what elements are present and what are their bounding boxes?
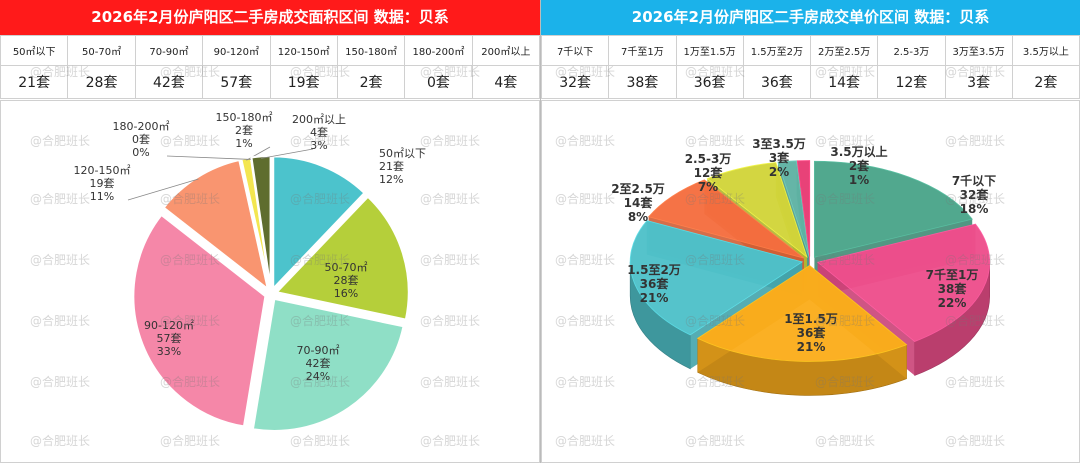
area-table-header-5: 150-180㎡ — [336, 35, 406, 66]
price-table-header-4: 2万至2.5万 — [809, 35, 879, 66]
area-label-6: 180-200㎡ 0套 0% — [113, 120, 170, 159]
area-label-7: 200㎡以上 4套 3% — [292, 113, 346, 152]
area-table-header-7: 200㎡以上 — [471, 35, 541, 66]
area-slice-1 — [274, 195, 410, 321]
price-table-value-1: 38套 — [608, 65, 677, 99]
area-table-value-0: 21套 — [0, 65, 69, 99]
price-slice-0 — [813, 160, 973, 258]
price-label-2: 1至1.5万 36套 21% — [784, 312, 838, 354]
area-table-header-1: 50-70㎡ — [67, 35, 136, 66]
area-table-value-7: 4套 — [471, 65, 541, 99]
area-slice-7 — [250, 155, 272, 289]
price-table-value-7: 2套 — [1011, 65, 1080, 99]
area-chart-title: 2026年2月份庐阳区二手房成交面积区间 数据：贝系 — [0, 0, 540, 35]
area-table-value-4: 19套 — [269, 65, 338, 99]
area-slice-2 — [251, 297, 405, 432]
area-table-value-1: 28套 — [67, 65, 136, 99]
price-pie-svg: 7千以下 32套 18% 7千至1万 38套 22% 1至1.5万 36套 21% 1.5至2万 3… — [611, 137, 996, 396]
area-table-value-3: 57套 — [202, 65, 271, 99]
price-slice-7 — [796, 160, 811, 257]
price-slice-5 — [706, 162, 808, 259]
price-label-3: 1.5至2万 36套 21% — [627, 263, 681, 305]
price-label-6: 3至3.5万 3套 2% — [752, 137, 806, 179]
area-slice-0 — [272, 155, 366, 291]
price-table-header-7: 3.5万以上 — [1011, 35, 1080, 66]
area-label-4: 120-150㎡ 19套 11% — [74, 164, 131, 203]
area-label-2: 70-90㎡ 42套 24% — [297, 344, 340, 383]
area-stats-table: 50㎡以下 50-70㎡ 70-90㎡ 90-120㎡ 120-150㎡ 150-180㎡… — [0, 35, 541, 99]
price-slice-tops — [629, 160, 991, 362]
area-table-value-6: 0套 — [404, 65, 473, 99]
price-label-0: 7千以下 32套 18% — [952, 173, 996, 216]
area-label-5: 150-180㎡ 2套 1% — [216, 111, 273, 150]
price-slice-6 — [777, 160, 810, 257]
area-leader-7 — [261, 148, 314, 159]
area-table-value-5: 2套 — [336, 65, 406, 99]
area-leader-6 — [166, 155, 252, 160]
area-label-0: 50㎡以下 21套 12% — [379, 147, 426, 186]
area-table-header-0: 50㎡以下 — [0, 35, 69, 66]
price-label-5: 2.5-3万 12套 7% — [685, 152, 732, 194]
price-panel: 2026年2月份庐阳区二手房成交单价区间 数据：贝系 7千以下 7千至1万 1万至1… — [540, 0, 1080, 463]
price-slice-2 — [696, 264, 908, 362]
price-table-value-3: 36套 — [742, 65, 812, 99]
price-table-value-2: 36套 — [675, 65, 744, 99]
price-table-value-4: 14套 — [809, 65, 879, 99]
price-labels: 7千以下 32套 18% 7千至1万 38套 22% 1至1.5万 36套 21% 1.5至2万 3… — [611, 137, 996, 354]
price-table-value-6: 3套 — [944, 65, 1013, 99]
area-table-header-4: 120-150㎡ — [269, 35, 338, 66]
price-table-header-3: 1.5万至2万 — [742, 35, 812, 66]
area-table-value-2: 42套 — [134, 65, 204, 99]
price-table-header-0: 7千以下 — [540, 35, 610, 66]
area-pie-svg: 50㎡以下 21套 12% 50-70㎡ 28套 16% 70-90㎡ 42套 24% 90-12… — [74, 111, 426, 432]
area-table-header-2: 70-90㎡ — [134, 35, 204, 66]
area-label-1: 50-70㎡ 28套 16% — [325, 261, 368, 300]
price-slice-3 — [629, 220, 804, 336]
area-label-3: 90-120㎡ 57套 33% — [144, 319, 194, 358]
area-table-header-6: 180-200㎡ — [404, 35, 473, 66]
price-table-header-6: 3万至3.5万 — [944, 35, 1013, 66]
area-leader-5 — [246, 146, 271, 161]
price-stats-table: 7千以下 7千至1万 1万至1.5万 1.5万至2万 2万至2.5万 2.5-3万 3万至3… — [540, 35, 1080, 99]
panel-divider — [540, 0, 541, 463]
area-leader-4 — [127, 178, 199, 201]
area-table-header-3: 90-120㎡ — [202, 35, 271, 66]
price-table-value-5: 12套 — [877, 65, 946, 99]
area-slice-4 — [162, 158, 270, 292]
price-label-7: 3.5万以上 2套 1% — [830, 144, 887, 187]
area-pie-chart: 50㎡以下 21套 12% 50-70㎡ 28套 16% 70-90㎡ 42套 24% 90-12… — [0, 100, 540, 463]
price-table-header-5: 2.5-3万 — [877, 35, 946, 66]
area-panel: 2026年2月份庐阳区二手房成交面积区间 数据：贝系 50㎡以下 50-70㎡ 70… — [0, 0, 541, 463]
price-table-header-1: 7千至1万 — [608, 35, 677, 66]
price-table-header-2: 1万至1.5万 — [675, 35, 744, 66]
price-slice-4 — [647, 179, 805, 259]
price-table-value-0: 32套 — [540, 65, 610, 99]
price-label-1: 7千至1万 38套 22% — [926, 267, 979, 310]
area-slice-3 — [132, 213, 267, 428]
price-chart-title: 2026年2月份庐阳区二手房成交单价区间 数据：贝系 — [541, 0, 1080, 35]
price-label-4: 2至2.5万 14套 8% — [611, 182, 665, 224]
price-slice-1 — [816, 223, 991, 342]
price-pie-chart: 7千以下 32套 18% 7千至1万 38套 22% 1至1.5万 36套 21% 1.5至2万 3… — [541, 100, 1080, 463]
